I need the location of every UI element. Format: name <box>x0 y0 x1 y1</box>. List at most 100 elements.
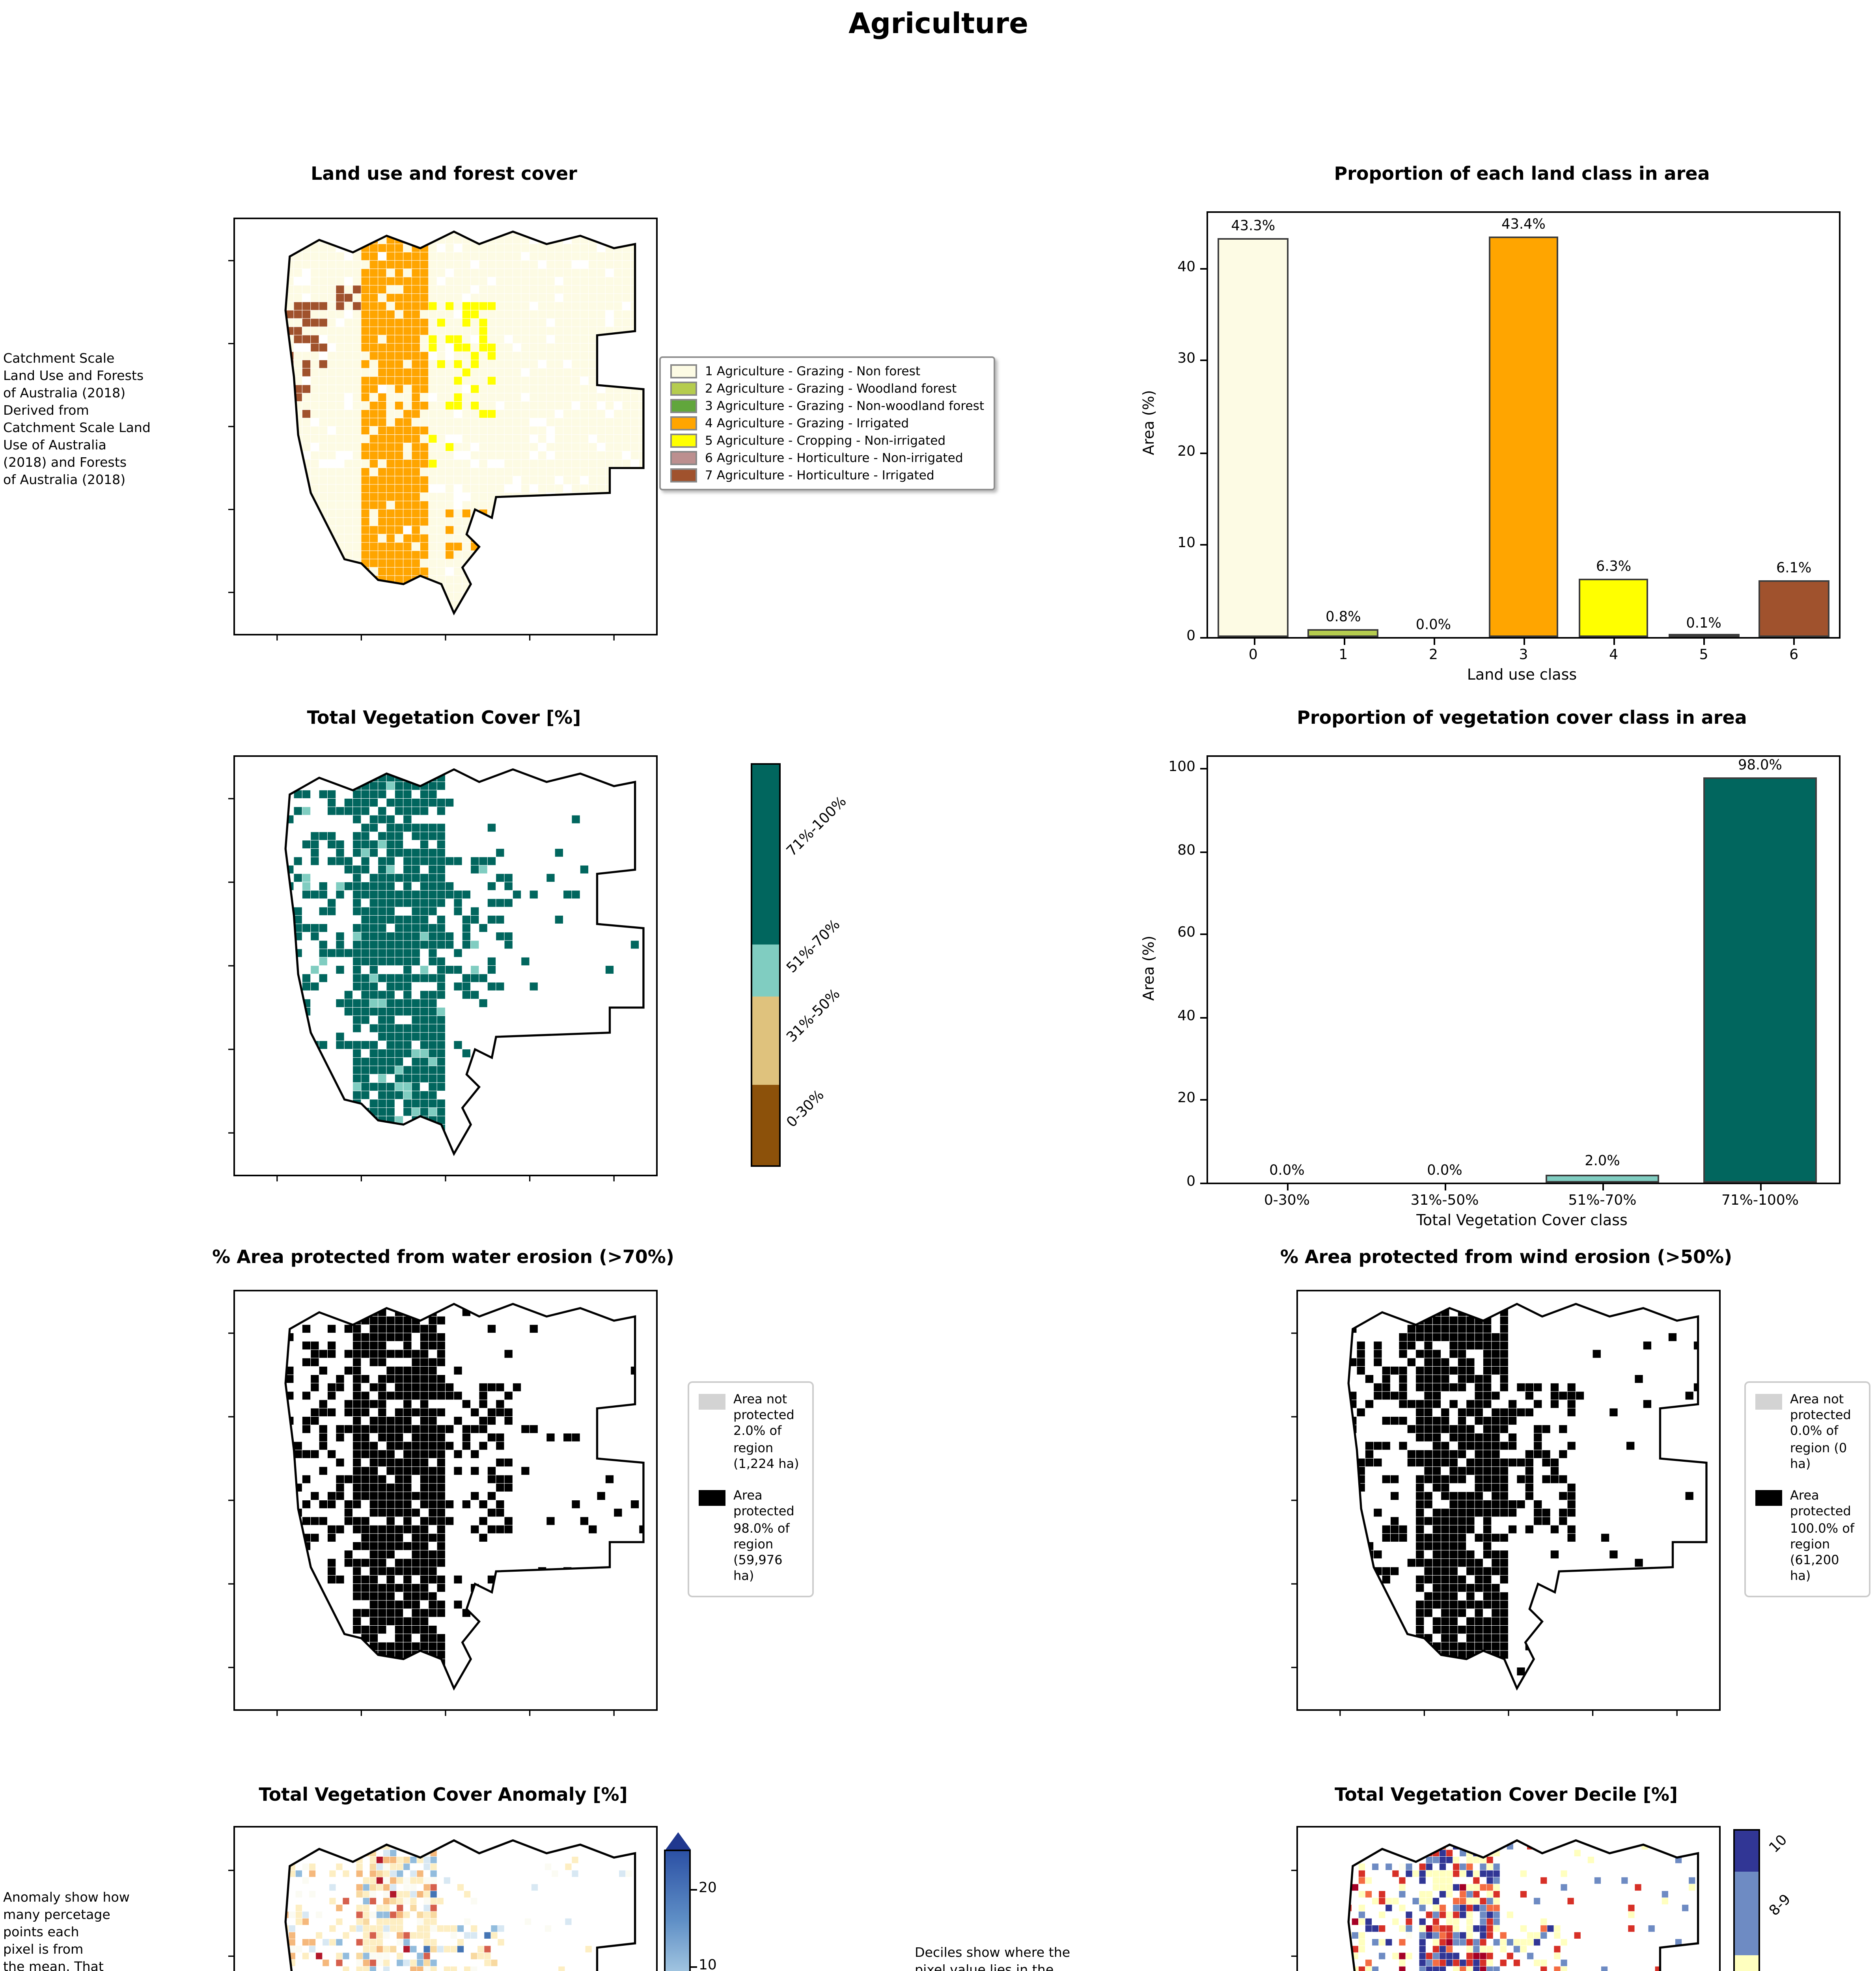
x-tick <box>1524 637 1525 645</box>
y-tick-label: 100 <box>1168 760 1195 777</box>
bar-value-label: 6.1% <box>1776 561 1812 578</box>
colorbar-arrow-up-icon <box>665 1832 690 1850</box>
colorbar-tick <box>689 1966 697 1968</box>
bar-3 <box>1488 237 1559 637</box>
legend-swatch <box>670 468 697 483</box>
x-tick-label: 31%-50% <box>1410 1194 1479 1209</box>
bar-value-label: 6.3% <box>1596 559 1632 576</box>
decile-caption: Deciles show where the pixel value lies … <box>915 1944 1070 1971</box>
water-erosion-legend: Area not protected 2.0% of region (1,224… <box>688 1381 814 1597</box>
x-tick <box>1253 637 1255 645</box>
colorbar-segment <box>752 765 779 945</box>
bar-value-label: 0.8% <box>1326 610 1361 626</box>
anomaly-title: Total Vegetation Cover Anomaly [%] <box>259 1783 628 1805</box>
colorbar-tick-label: 10 <box>699 1958 717 1971</box>
x-tick-label: 1 <box>1339 648 1348 664</box>
x-tick <box>1433 637 1435 645</box>
x-tick-label: 3 <box>1519 648 1528 664</box>
colorbar-tick <box>689 1889 697 1891</box>
landuse-map <box>228 218 658 641</box>
legend-item: 1 Agriculture - Grazing - Non forest <box>670 364 984 378</box>
bar-71%-100% <box>1703 777 1817 1183</box>
legend-label: 7 Agriculture - Horticulture - Irrigated <box>705 468 934 483</box>
bar-0 <box>1218 238 1289 637</box>
bar-5 <box>1669 634 1739 637</box>
anomaly-map <box>228 1826 658 1971</box>
legend-swatch <box>670 382 697 396</box>
bar-value-label: 98.0% <box>1738 758 1782 774</box>
legend-item: Area protected 100.0% of region (61,200 … <box>1755 1489 1859 1586</box>
x-tick <box>1760 1183 1762 1190</box>
y-tick-label: 0 <box>1186 628 1195 644</box>
legend-label: Area not protected 0.0% of region (0 ha) <box>1790 1392 1851 1471</box>
water-erosion-title: % Area protected from water erosion (>70… <box>212 1246 674 1268</box>
legend-label: 3 Agriculture - Grazing - Non-woodland f… <box>705 399 985 413</box>
vegcover-colorbar: 71%-100% 51%-70% 31%-50% 0-30% <box>751 763 850 1167</box>
landuse-legend: 1 Agriculture - Grazing - Non forest 2 Ag… <box>659 356 996 490</box>
bar-value-label: 2.0% <box>1585 1155 1620 1171</box>
bar-value-label: 0.0% <box>1269 1163 1305 1179</box>
legend-swatch <box>670 451 697 465</box>
y-tick <box>1200 768 1208 770</box>
x-tick-label: 71%-100% <box>1721 1194 1799 1209</box>
y-tick-label: 40 <box>1177 1008 1195 1025</box>
y-tick <box>1200 1182 1208 1183</box>
y-tick <box>1200 636 1208 638</box>
vegclass-chart-title: Proportion of vegetation cover class in … <box>1297 706 1747 728</box>
water-erosion-map-canvas <box>228 1302 645 1716</box>
wind-erosion-map-canvas <box>1291 1302 1708 1716</box>
legend-item: Area protected 98.0% of region (59,976 h… <box>699 1489 803 1586</box>
wind-erosion-map <box>1291 1290 1721 1716</box>
colorbar-tick-label: 20 <box>699 1882 717 1898</box>
colorbar-label: 0-30% <box>784 1087 828 1131</box>
colorbar-segment <box>752 997 779 1085</box>
decile-colorbar: 108-94-72-31 <box>1733 1829 1795 1971</box>
colorbar-segment <box>752 945 779 997</box>
y-tick <box>1200 933 1208 935</box>
legend-item: 2 Agriculture - Grazing - Woodland fores… <box>670 382 984 396</box>
vegcover-map-canvas <box>228 768 645 1181</box>
decile-title: Total Vegetation Cover Decile [%] <box>1334 1783 1678 1805</box>
x-tick-label: 51%-70% <box>1568 1194 1637 1209</box>
y-tick-label: 20 <box>1177 444 1195 460</box>
x-tick-label: 0-30% <box>1264 1194 1310 1209</box>
bar-51%-70% <box>1546 1174 1659 1183</box>
legend-item: Area not protected 2.0% of region (1,224… <box>699 1392 803 1473</box>
legend-swatch <box>670 399 697 413</box>
x-tick-label: 4 <box>1609 648 1618 664</box>
y-tick <box>1200 360 1208 361</box>
legend-item: 7 Agriculture - Horticulture - Irrigated <box>670 468 984 483</box>
legend-label: 1 Agriculture - Grazing - Non forest <box>705 364 921 378</box>
legend-swatch <box>1755 1490 1782 1506</box>
legend-swatch <box>670 416 697 430</box>
legend-swatch <box>1755 1394 1782 1410</box>
legend-label: 5 Agriculture - Cropping - Non-irrigated <box>705 434 946 448</box>
x-tick <box>1287 1183 1289 1190</box>
page-title: Agriculture <box>848 8 1029 41</box>
y-tick-label: 40 <box>1177 259 1195 276</box>
y-tick <box>1200 1099 1208 1101</box>
landuse-map-canvas <box>228 230 645 641</box>
legend-label: 2 Agriculture - Grazing - Woodland fores… <box>705 382 957 396</box>
legend-swatch <box>699 1394 725 1410</box>
bar-value-label: 43.4% <box>1501 217 1546 233</box>
legend-label: 4 Agriculture - Grazing - Irrigated <box>705 416 909 430</box>
y-tick <box>1200 1016 1208 1018</box>
landclass-chart-title: Proportion of each land class in area <box>1334 162 1710 184</box>
bar-value-label: 0.0% <box>1427 1163 1462 1179</box>
legend-swatch <box>670 364 697 378</box>
landclass-chart: 0 10 20 30 40 43.3% 0 0.8% 1 0.0% 2 43.4% 3 6.3% 4 0.1%… <box>1177 211 1841 663</box>
x-tick-label: 0 <box>1248 648 1258 664</box>
wind-erosion-legend: Area not protected 0.0% of region (0 ha)… <box>1744 1381 1870 1597</box>
legend-label: Area not protected 2.0% of region (1,224… <box>733 1392 799 1471</box>
legend-item: 6 Agriculture - Horticulture - Non-irrig… <box>670 451 984 465</box>
landuse-caption: Catchment Scale Land Use and Forests of … <box>3 350 151 487</box>
x-tick <box>1613 637 1615 645</box>
y-tick-label: 80 <box>1177 843 1195 859</box>
legend-swatch <box>670 434 697 448</box>
legend-label: 6 Agriculture - Horticulture - Non-irrig… <box>705 451 963 465</box>
x-tick <box>1794 637 1796 645</box>
anomaly-caption: Anomaly show how many percetage points e… <box>3 1889 130 1971</box>
colorbar-label: 71%-100% <box>784 794 850 861</box>
